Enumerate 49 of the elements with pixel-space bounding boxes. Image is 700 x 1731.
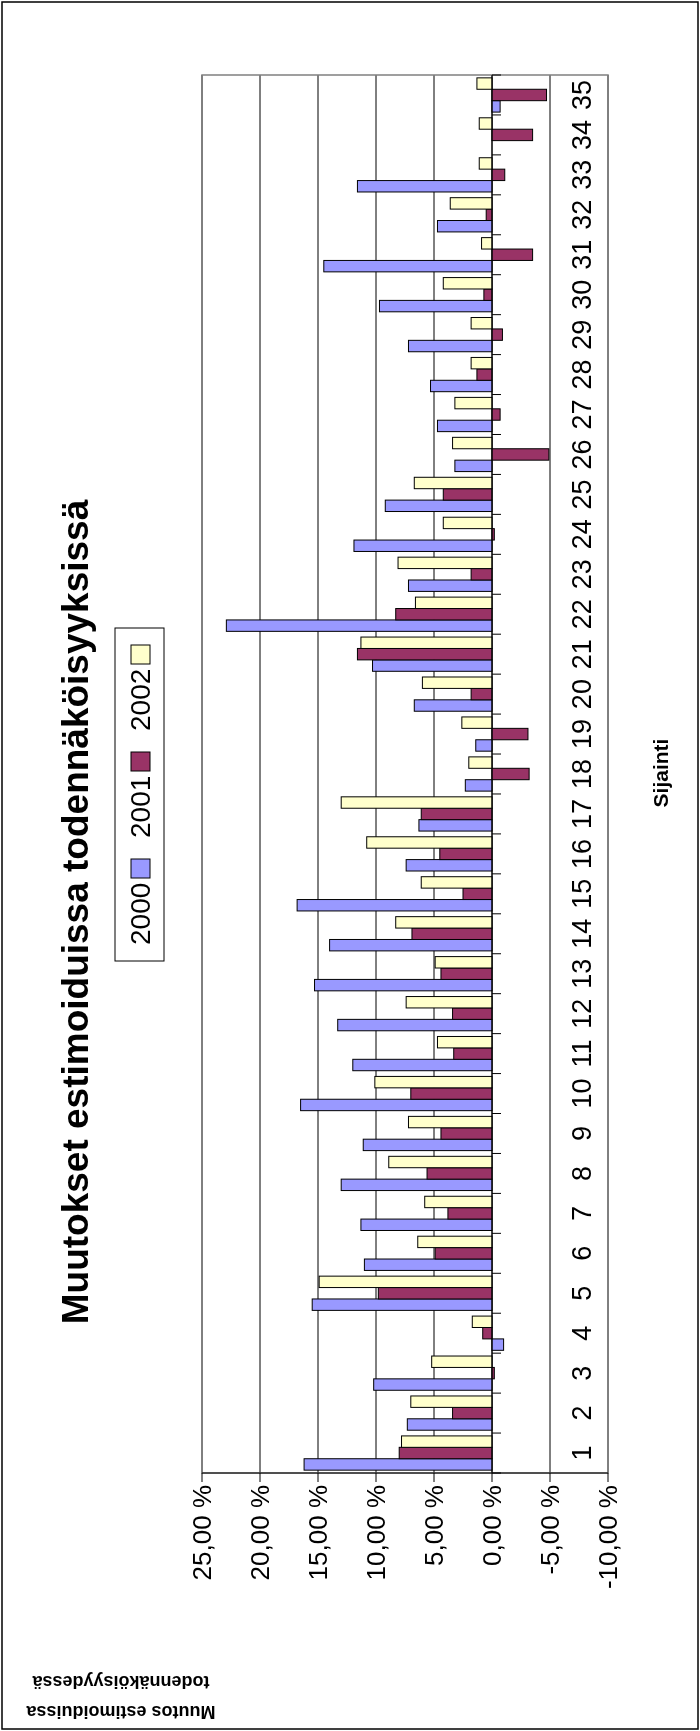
legend-label: 2002 bbox=[125, 668, 156, 731]
y-tick-label: 10 bbox=[567, 1078, 598, 1109]
y-tick-label: 6 bbox=[567, 1245, 598, 1261]
x-axis-title: Muutos estimoiduissa todennäköisyydessä bbox=[25, 1672, 216, 1722]
y-tick-label: 28 bbox=[567, 359, 598, 390]
y-tick-label: 13 bbox=[567, 958, 598, 989]
y-tick-label: 11 bbox=[567, 1039, 598, 1068]
y-axis-title: Sijainti bbox=[649, 738, 672, 808]
y-tick-label: 9 bbox=[567, 1125, 598, 1141]
y-tick-label: 32 bbox=[567, 199, 598, 230]
y-tick-label: 4 bbox=[567, 1325, 598, 1341]
y-tick-label: 5 bbox=[567, 1285, 598, 1301]
x-tick-label: -5,00 % bbox=[535, 1485, 566, 1575]
text: Muutokset estimoiduissa todennäköisyyksissä bbox=[55, 499, 96, 1325]
y-tick-label: 21 bbox=[567, 639, 598, 670]
x-tick-label: 20,00 % bbox=[245, 1485, 276, 1581]
y-tick-label: 35 bbox=[567, 79, 598, 110]
x-tick-label: 25,00 % bbox=[187, 1485, 218, 1581]
x-tick-label: 15,00 % bbox=[303, 1485, 334, 1581]
y-tick-label: 34 bbox=[567, 119, 598, 150]
y-tick-label: 15 bbox=[567, 878, 598, 909]
y-tick-label: 25 bbox=[567, 479, 598, 510]
x-tick-label: 10,00 % bbox=[361, 1485, 392, 1581]
y-tick-label: 8 bbox=[567, 1165, 598, 1181]
y-tick-label: 18 bbox=[567, 758, 598, 790]
y-tick-label: 2 bbox=[567, 1405, 598, 1421]
y-tick-label: 31 bbox=[567, 239, 598, 270]
x-tick-label: 5,00 % bbox=[419, 1485, 450, 1566]
y-tick-label: 27 bbox=[567, 399, 598, 430]
y-tick-label: 24 bbox=[567, 519, 598, 550]
y-tick-label: 14 bbox=[567, 918, 598, 949]
y-tick-label: 1 bbox=[567, 1445, 598, 1461]
legend-label: 2000 bbox=[125, 882, 156, 945]
x-tick-label: -10,00 % bbox=[593, 1485, 624, 1590]
y-tick-label: 33 bbox=[567, 159, 598, 190]
y-tick-label: 22 bbox=[567, 599, 598, 630]
y-tick-label: 12 bbox=[567, 998, 598, 1029]
y-tick-label: 20 bbox=[567, 679, 598, 710]
y-tick-label: 30 bbox=[567, 279, 598, 310]
y-tick-label: 7 bbox=[567, 1205, 598, 1221]
y-tick-label: 16 bbox=[567, 838, 598, 869]
y-tick-label: 19 bbox=[567, 719, 598, 750]
y-tick-label: 17 bbox=[567, 798, 598, 829]
x-tick-label: 0,00 % bbox=[477, 1485, 508, 1566]
y-tick-label: 26 bbox=[567, 439, 598, 470]
y-tick-label: 23 bbox=[567, 559, 598, 590]
y-tick-label: 3 bbox=[567, 1365, 598, 1381]
legend-label: 2001 bbox=[125, 775, 156, 838]
y-tick-label: 29 bbox=[567, 319, 598, 350]
